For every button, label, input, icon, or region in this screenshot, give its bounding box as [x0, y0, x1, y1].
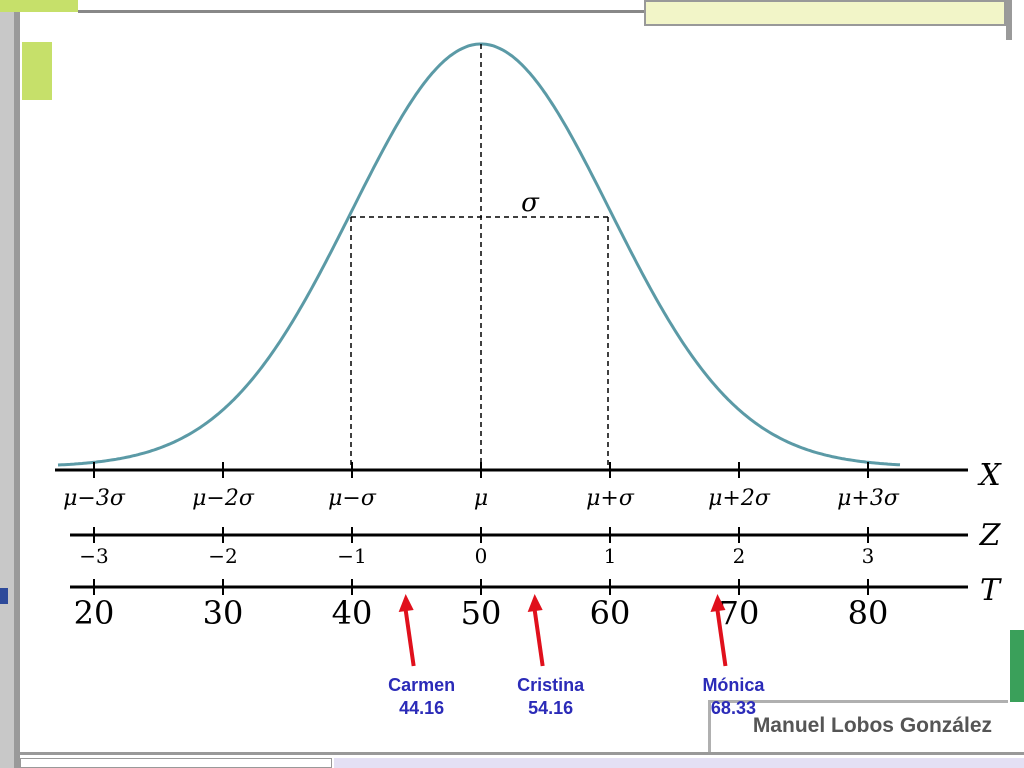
- student-score: 44.16: [399, 698, 444, 718]
- arrow-shaft: [715, 609, 728, 667]
- frame-left-inner: [14, 0, 20, 768]
- tick-label-t: 30: [203, 594, 244, 632]
- tick-label-z: −3: [79, 544, 108, 568]
- arrow-head: [398, 594, 414, 612]
- tick-label-z: 1: [604, 544, 617, 568]
- credit-box: [708, 700, 1008, 752]
- tick-label-z: 0: [475, 544, 488, 568]
- student-name: Cristina: [517, 675, 585, 695]
- tick-label-t: 40: [332, 594, 373, 632]
- tick-label-t: 80: [848, 594, 889, 632]
- student-name: Carmen: [388, 675, 455, 695]
- author-credit: Manuel Lobos González: [752, 714, 992, 737]
- arrow-head: [527, 594, 543, 612]
- frame-green-block-top-right: [644, 0, 1006, 26]
- arrow-shaft: [403, 609, 416, 667]
- axes-group: Xμ−3σ μ−2σ μ−σ μ μ+σ μ+2σ μ+3σ Z −3 −2 −1 0 1 2 3 T 20 30…: [55, 458, 1002, 632]
- normal-curve: [57, 42, 901, 467]
- tick-label-x: μ−3σ: [63, 486, 126, 511]
- student-name: Mónica: [702, 675, 765, 695]
- arrow-head: [710, 594, 726, 612]
- frame-top-line: [78, 10, 644, 13]
- frame-green-block-left: [22, 42, 52, 100]
- tick-label-x: μ+3σ: [837, 486, 900, 511]
- student-marker: Carmen 44.16: [388, 594, 455, 718]
- tick-label-t: 50: [461, 594, 502, 632]
- tick-label-x: μ−σ: [328, 486, 377, 511]
- student-marker: Mónica 68.33: [702, 594, 765, 718]
- tick-label-z: −2: [208, 544, 237, 568]
- frame-bottom-lavender: [334, 758, 1024, 768]
- student-score: 68.33: [711, 698, 756, 718]
- frame-green-block-top-left: [0, 0, 78, 12]
- frame-right-bar: [1006, 0, 1012, 40]
- tick-label-t: 60: [590, 594, 631, 632]
- tick-label-t: 20: [74, 594, 115, 632]
- tick-label-z: 3: [862, 544, 875, 568]
- tick-label-x: μ+2σ: [708, 486, 771, 511]
- axis-name-x: X: [977, 458, 1002, 493]
- tick-label-x: μ−2σ: [192, 486, 255, 511]
- tick-label-z: 2: [733, 544, 746, 568]
- frame-bottom-line: [20, 752, 1024, 755]
- frame-right-green: [1010, 630, 1024, 702]
- tick-label-t: 70: [719, 594, 760, 632]
- student-marker: Cristina 54.16: [517, 594, 585, 718]
- sigma-label: σ: [521, 188, 540, 218]
- axis-name-t: T: [980, 573, 1002, 608]
- arrow-shaft: [532, 609, 545, 667]
- student-arrows: Carmen 44.16 Cristina 54.16 Mónica 68.33: [388, 594, 765, 718]
- axis-name-z: Z: [979, 518, 1002, 553]
- student-score: 54.16: [528, 698, 573, 718]
- tick-label-z: −1: [337, 544, 366, 568]
- tick-label-x: μ+σ: [586, 486, 635, 511]
- tick-label-x: μ: [474, 486, 488, 511]
- frame-left-blue: [0, 588, 8, 604]
